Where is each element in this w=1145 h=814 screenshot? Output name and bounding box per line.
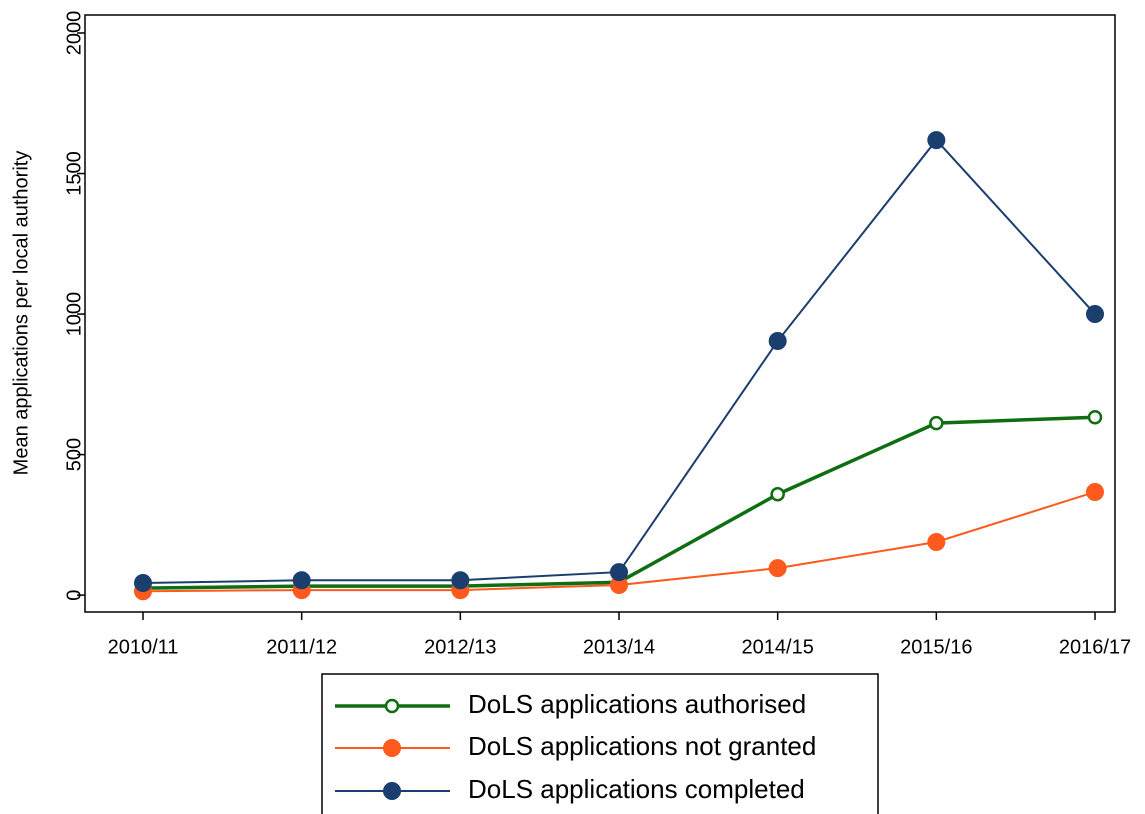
marker	[451, 571, 470, 590]
plot-frame	[84, 14, 1116, 613]
y-tick-label: 2000	[63, 11, 85, 56]
marker	[134, 574, 152, 593]
marker	[610, 563, 628, 582]
series-line	[142, 415, 1096, 590]
legend-marker	[384, 698, 400, 714]
legend-label: DoLS applications not granted	[468, 731, 816, 761]
marker	[929, 415, 944, 431]
marker	[927, 131, 946, 150]
x-tick-label: 2010/11	[108, 636, 179, 658]
x-tick-label: 2016/17	[1059, 636, 1131, 658]
marker	[1086, 482, 1104, 501]
y-tick-label: 500	[63, 438, 85, 471]
y-axis-title: Mean applications per local authority	[10, 151, 32, 476]
marker	[768, 332, 787, 351]
marker	[1087, 409, 1103, 425]
marker	[927, 533, 946, 552]
marker	[768, 559, 787, 578]
y-tick-label: 1000	[63, 292, 85, 337]
x-tick-label: 2012/13	[424, 636, 496, 658]
x-tick-label: 2011/12	[266, 636, 337, 658]
x-tick-label: 2014/15	[742, 636, 814, 658]
legend-marker	[383, 739, 401, 757]
legend-label: DoLS applications authorised	[468, 689, 806, 719]
marker	[1086, 305, 1104, 324]
x-tick-label: 2013/14	[583, 636, 655, 658]
marker	[292, 571, 311, 590]
series-line	[142, 138, 1096, 585]
marker	[770, 486, 785, 502]
legend-marker	[383, 782, 401, 800]
x-tick-label: 2015/16	[900, 636, 972, 658]
y-tick-label: 1500	[63, 151, 85, 196]
y-tick-label: 0	[63, 590, 85, 601]
legend-label: DoLS applications completed	[468, 774, 805, 804]
